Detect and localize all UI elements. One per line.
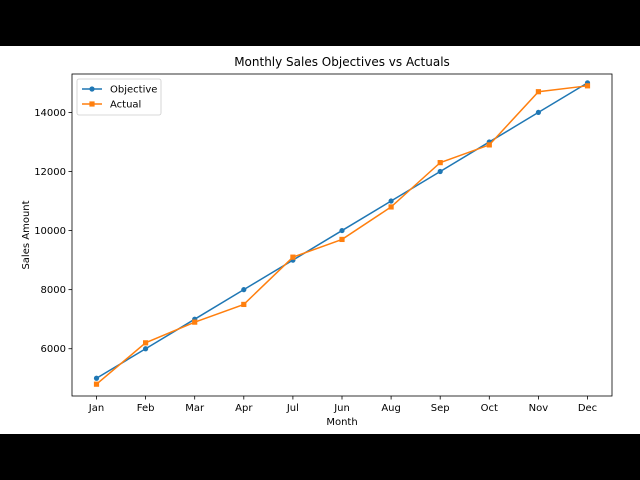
objective-point [241, 287, 247, 293]
line-chart: Monthly Sales Objectives vs Actuals Jan F… [21, 55, 613, 428]
y-axis: 6000 8000 10000 12000 14000 [34, 108, 72, 355]
x-tick-label: Sep [431, 403, 450, 414]
legend: Objective Actual [76, 78, 162, 116]
y-tick-label: 10000 [34, 226, 66, 237]
actual-point [290, 254, 296, 260]
objective-legend-label: Objective [110, 85, 157, 96]
y-tick-label: 8000 [41, 285, 66, 296]
actual-point [339, 236, 345, 243]
actual-legend-label: Actual [110, 100, 141, 111]
x-tick-label: Feb [137, 403, 155, 414]
x-tick-label: Oct [481, 403, 498, 414]
legend-box [76, 78, 162, 116]
objective-point [143, 346, 149, 352]
x-tick-label: Dec [578, 403, 597, 414]
actual-point [93, 381, 100, 387]
objective-legend-marker [89, 86, 95, 92]
plot-frame [71, 73, 613, 397]
x-axis-label: Month [326, 417, 357, 428]
y-tick-label: 14000 [34, 108, 66, 119]
actual-series-line [96, 85, 588, 385]
x-tick-label: Nov [529, 403, 549, 414]
actual-point [241, 301, 247, 308]
x-tick-label: Mar [185, 403, 205, 414]
plot-area [93, 80, 591, 387]
objective-point [93, 375, 100, 381]
x-tick-label: Aug [381, 403, 401, 414]
actual-point [192, 319, 198, 325]
actual-point [584, 83, 591, 89]
actual-point [535, 89, 541, 95]
x-tick-label: Jul [286, 403, 299, 414]
x-axis: Jan Feb Mar Apr Jul Jun Aug Sep Oct Nov Dec [88, 396, 597, 414]
y-axis-label: Sales Amount [21, 200, 32, 269]
y-tick-label: 12000 [34, 167, 66, 178]
actual-point [486, 142, 492, 148]
chart-figure: Monthly Sales Objectives vs Actuals Jan F… [0, 46, 640, 434]
objective-point [388, 198, 394, 204]
actual-point [388, 204, 394, 210]
actual-legend-marker [89, 101, 95, 107]
objective-point [339, 227, 345, 234]
objective-point [535, 109, 542, 116]
x-tick-label: Jan [88, 403, 104, 414]
actual-point [143, 340, 149, 346]
x-tick-label: Jun [333, 403, 350, 414]
x-tick-label: Apr [235, 403, 253, 414]
objective-point [437, 168, 443, 175]
chart-title: Monthly Sales Objectives vs Actuals [234, 55, 450, 69]
y-tick-label: 6000 [41, 344, 66, 355]
actual-point [437, 160, 443, 166]
